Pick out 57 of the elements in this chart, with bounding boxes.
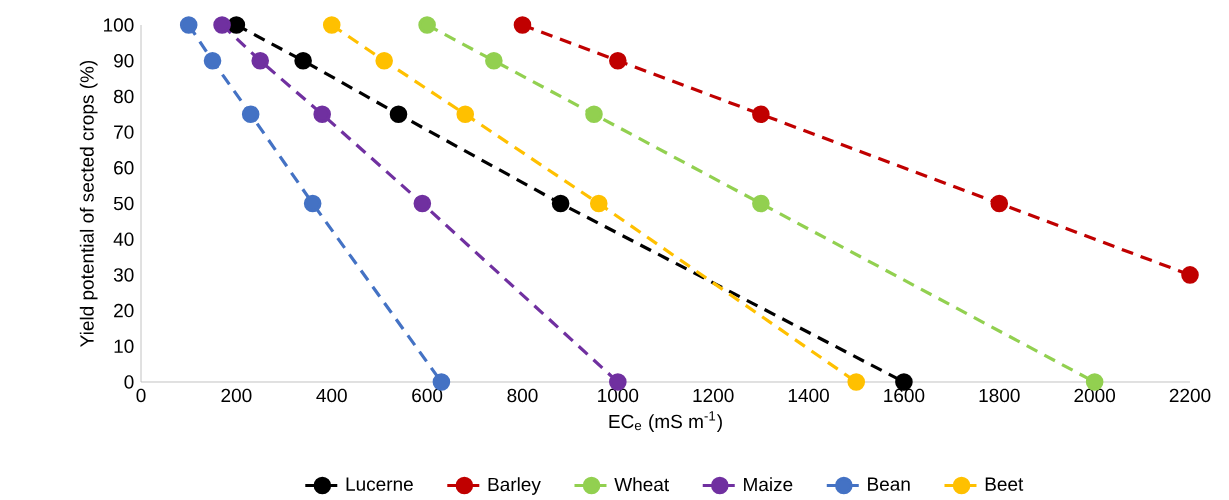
point [227, 16, 246, 34]
x-tick-label: 600 [412, 388, 443, 403]
x-tick-label: 2200 [1169, 388, 1211, 403]
point [179, 16, 198, 34]
y-tick-label: 80 [113, 89, 134, 104]
x-tick-label: 1400 [788, 388, 829, 403]
y-tick-label: 100 [104, 18, 134, 32]
point [589, 194, 608, 213]
legend-label: Maize [744, 477, 793, 492]
point [485, 51, 503, 70]
x-tick-label: 2000 [1074, 388, 1116, 403]
x-tick-label: 1200 [693, 388, 734, 403]
y-tick-label: 50 [113, 196, 134, 211]
y-tick-label: 70 [114, 125, 134, 139]
point [1181, 266, 1199, 284]
point [551, 194, 570, 213]
point [241, 105, 260, 124]
point [418, 16, 436, 34]
legend-label: Wheat [614, 477, 670, 492]
point [203, 51, 222, 70]
point [251, 51, 270, 70]
point [303, 194, 322, 213]
y-axis-title: Yield potential of sected crops (%) [79, 60, 98, 347]
y-tick-label: 0 [124, 375, 134, 389]
point [389, 105, 408, 124]
point [752, 194, 770, 213]
y-tick-label: 90 [114, 53, 134, 68]
point [413, 194, 432, 213]
x-tick-label: 0 [136, 388, 146, 403]
point [609, 51, 627, 70]
point [585, 105, 603, 124]
y-tick-label: 60 [114, 161, 134, 175]
point [990, 194, 1009, 213]
legend-label: Barley [488, 477, 541, 495]
y-tick-label: 30 [113, 268, 134, 282]
point [752, 105, 770, 124]
point [313, 105, 331, 124]
y-tick-label: 10 [114, 339, 134, 354]
y-tick-label: 20 [114, 303, 134, 318]
legend-label: Beet [985, 477, 1024, 491]
x-tick-label: 1000 [598, 388, 639, 403]
point [294, 51, 312, 70]
point [456, 105, 475, 124]
x-tick-label: 1600 [884, 388, 925, 403]
legend-label: Bean [868, 477, 910, 491]
point [375, 51, 393, 70]
y-tick-label: 40 [113, 232, 134, 246]
x-tick-label: 200 [221, 388, 252, 403]
point [213, 16, 231, 34]
point [847, 373, 866, 391]
x-tick-label: 400 [316, 388, 347, 403]
point [513, 16, 532, 34]
point [322, 16, 341, 34]
x-tick-label: 1800 [979, 388, 1020, 403]
x-tick-label: 800 [507, 388, 538, 403]
x-axis-title: EC$_{e}$ (mS m$^{-1}$) [609, 411, 722, 432]
legend-label: Lucerne [346, 477, 413, 491]
